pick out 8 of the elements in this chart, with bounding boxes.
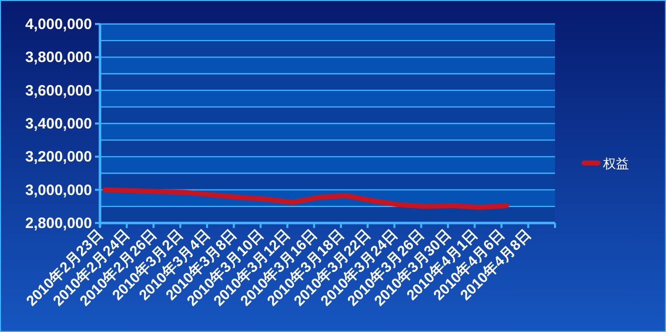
y-tick-label: 3,000,000 <box>25 182 92 199</box>
y-tick-label: 3,400,000 <box>25 116 92 132</box>
y-tick-label: 2,800,000 <box>25 215 92 232</box>
y-tick-label: 4,000,000 <box>25 16 92 33</box>
y-tick-label: 3,200,000 <box>25 148 92 166</box>
legend-label: 权益 <box>602 157 629 172</box>
y-tick-label: 3,800,000 <box>25 49 92 66</box>
y-tick-label: 3,600,000 <box>25 82 92 100</box>
